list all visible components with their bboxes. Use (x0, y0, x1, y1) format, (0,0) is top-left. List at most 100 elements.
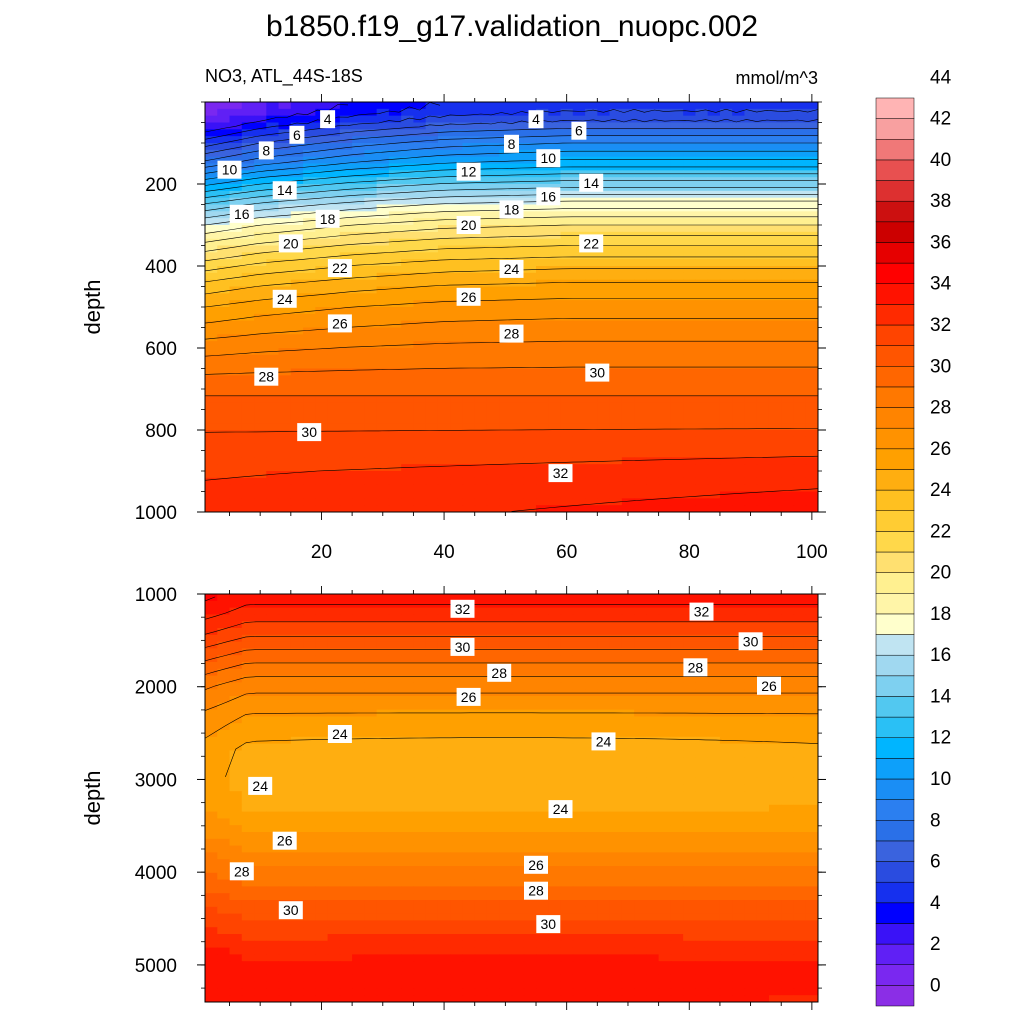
heatmap-cell (413, 614, 427, 622)
heatmap-cell (597, 115, 611, 124)
heatmap-cell (364, 443, 378, 452)
heatmap-cell (425, 197, 439, 206)
heatmap-cell (254, 361, 267, 370)
heatmap-cell (241, 491, 255, 499)
heatmap-cell (646, 675, 660, 683)
heatmap-cell (364, 136, 378, 144)
heatmap-cell (254, 648, 267, 656)
heatmap-cell (781, 395, 795, 404)
heatmap-cell (229, 327, 243, 335)
heatmap-cell (695, 211, 709, 219)
heatmap-cell (217, 218, 231, 226)
heatmap-cell (646, 457, 660, 465)
heatmap-cell (462, 231, 476, 240)
heatmap-cell (548, 361, 562, 370)
heatmap-cell (241, 307, 255, 315)
heatmap-cell (364, 648, 378, 656)
heatmap-cell (486, 818, 500, 826)
heatmap-cell (597, 163, 611, 171)
heatmap-cell (437, 368, 451, 376)
heatmap-cell (376, 436, 390, 445)
heatmap-cell (376, 804, 390, 813)
heatmap-cell (536, 655, 549, 663)
heatmap-cell (437, 272, 451, 281)
heatmap-cell (425, 348, 439, 356)
heatmap-cell (523, 204, 537, 212)
heatmap-cell (388, 641, 402, 649)
heatmap-cell (805, 218, 818, 226)
heatmap-cell (646, 361, 660, 370)
heatmap-cell (462, 382, 476, 390)
heatmap-cell (572, 416, 586, 424)
heatmap-cell (707, 607, 721, 615)
heatmap-cell (462, 825, 476, 833)
heatmap-cell (719, 184, 733, 192)
heatmap-cell (437, 784, 451, 792)
heatmap-cell (523, 743, 537, 751)
heatmap-cell (290, 757, 304, 765)
heatmap-cell (621, 668, 635, 677)
heatmap-cell (229, 730, 243, 738)
contour-line (205, 180, 818, 204)
heatmap-cell (548, 743, 562, 751)
heatmap-cell (437, 252, 451, 260)
heatmap-cell (303, 368, 316, 376)
heatmap-cell (658, 723, 672, 731)
heatmap-cell (572, 286, 586, 294)
heatmap-cell (560, 149, 574, 158)
heatmap-cell (646, 122, 660, 130)
heatmap-cell (315, 648, 329, 656)
heatmap-cell (523, 614, 537, 622)
heatmap-cell (634, 464, 647, 472)
heatmap-cell (413, 238, 427, 247)
heatmap-cell (634, 327, 647, 335)
heatmap-cell (621, 743, 635, 751)
heatmap-cell (695, 348, 709, 356)
heatmap-cell (646, 266, 660, 274)
heatmap-cell (303, 648, 316, 656)
heatmap-cell (634, 143, 647, 151)
heatmap-cell (315, 423, 329, 431)
heatmap-cell (572, 163, 586, 171)
heatmap-cell (560, 743, 574, 751)
heatmap-cell (621, 791, 635, 799)
heatmap-cell (732, 115, 746, 124)
heatmap-cell (266, 634, 280, 643)
heatmap-cell (793, 266, 807, 274)
heatmap-cell (425, 628, 439, 636)
contour-label-box (585, 363, 610, 382)
heatmap-cell (781, 662, 795, 670)
contour-label: 30 (590, 365, 606, 381)
heatmap-cell (388, 607, 402, 615)
heatmap-cell (486, 136, 500, 144)
heatmap-cell (290, 464, 304, 472)
heatmap-cell (315, 334, 329, 342)
heatmap-cell (609, 770, 623, 779)
heatmap-cell (732, 211, 746, 219)
heatmap-cell (352, 730, 365, 738)
heatmap-cell (401, 389, 415, 397)
heatmap-cell (205, 750, 218, 758)
heatmap-cell (474, 777, 488, 785)
heatmap-cell (499, 743, 513, 751)
heatmap-cell (634, 423, 647, 431)
heatmap-cell (793, 655, 807, 663)
heatmap-cell (670, 702, 684, 711)
heatmap-cell (560, 293, 574, 301)
heatmap-cell (437, 238, 451, 247)
heatmap-cell (805, 436, 818, 445)
heatmap-cell (303, 361, 316, 370)
contour-label: 12 (461, 164, 477, 180)
heatmap-cell (572, 136, 586, 144)
heatmap-cell (205, 716, 218, 724)
heatmap-cell (241, 594, 255, 602)
heatmap-cell (425, 300, 439, 308)
heatmap-cell (278, 818, 292, 826)
heatmap-cell (523, 341, 537, 349)
heatmap-cell (621, 505, 635, 512)
contour-line (205, 150, 818, 180)
heatmap-cell (536, 777, 549, 785)
heatmap-cell (254, 594, 267, 602)
heatmap-cell (450, 655, 464, 663)
heatmap-cell (511, 225, 525, 233)
